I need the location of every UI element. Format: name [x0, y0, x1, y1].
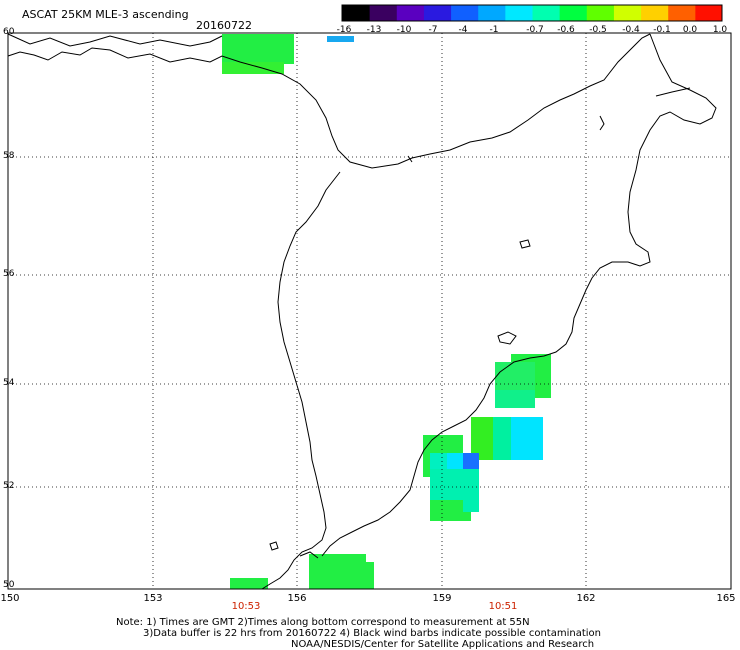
colorbar-swatch: [504, 5, 533, 21]
swath-cell: [447, 453, 463, 469]
colorbar-swatch: [532, 5, 560, 21]
colorbar-label: -0.6: [557, 25, 575, 35]
swath-cell: [327, 36, 354, 42]
note-line: Note: 1) Times are GMT 2)Times along bot…: [116, 617, 530, 628]
colorbar-swatch: [477, 5, 506, 21]
map-title: ASCAT 25KM MLE-3 ascending: [22, 8, 189, 21]
colorbar-frame: [341, 4, 723, 22]
lon-label: 162: [576, 593, 596, 604]
colorbar-swatch: [559, 5, 587, 21]
swath-cell: [495, 390, 535, 408]
swath-cell: [366, 562, 374, 589]
swath-cell: [222, 34, 294, 64]
colorbar-swatch: [667, 5, 696, 21]
colorbar-label: 0.0: [682, 25, 698, 35]
colorbar-label: -4: [458, 25, 468, 35]
colorbar-swatch: [396, 5, 424, 21]
map-frame: [7, 32, 732, 590]
lon-label: 165: [716, 593, 736, 604]
swath-cell: [463, 500, 479, 512]
swath-cell: [309, 554, 366, 589]
note-line: 3)Data buffer is 22 hrs from 20160722 4)…: [143, 628, 601, 639]
swath-cell: [511, 417, 543, 460]
colorbar-label: -13: [366, 25, 382, 35]
colorbar-swatch: [694, 5, 723, 21]
lat-label: 60: [3, 27, 15, 37]
colorbar-swatch: [342, 5, 370, 21]
colorbar-swatch: [613, 5, 642, 21]
lat-label: 52: [3, 481, 15, 491]
lat-label: 56: [3, 269, 15, 279]
credit-line: NOAA/NESDIS/Center for Satellite Applica…: [291, 639, 595, 650]
colorbar-label: -0.7: [526, 25, 544, 35]
data-swath: [222, 34, 551, 589]
colorbar-label: -1: [489, 25, 499, 35]
lon-label: 156: [287, 593, 307, 604]
colorbar: [341, 4, 723, 22]
swath-cell: [493, 417, 515, 460]
colorbar-label: -7: [428, 25, 438, 35]
colorbar-label: -0.1: [653, 25, 671, 35]
colorbar-label: -0.5: [589, 25, 607, 35]
colorbar-swatch: [640, 5, 669, 21]
lon-label: 159: [432, 593, 452, 604]
colorbar-swatch: [586, 5, 614, 21]
colorbar-label: -0.4: [622, 25, 640, 35]
swath-time: 10:51: [488, 601, 518, 612]
swath-cell: [430, 469, 479, 503]
coastline: [7, 33, 717, 590]
lat-label: 50: [3, 580, 15, 590]
colorbar-swatch: [423, 5, 452, 21]
colorbar-label: -16: [336, 25, 352, 35]
swath-cell: [230, 578, 268, 589]
colorbar-swatch: [450, 5, 479, 21]
swath-cell: [430, 500, 471, 521]
colorbar-label: -10: [396, 25, 412, 35]
swath-cell: [222, 62, 284, 74]
colorbar-swatch: [369, 5, 397, 21]
lat-label: 58: [3, 151, 15, 161]
map-date: 20160722: [196, 19, 252, 32]
map-grid: [8, 33, 731, 589]
lat-label: 54: [3, 378, 15, 388]
swath-cell: [463, 453, 479, 469]
colorbar-label: 1.0: [712, 25, 728, 35]
lon-label: 150: [0, 593, 20, 604]
lon-label: 153: [143, 593, 163, 604]
swath-time: 10:53: [231, 601, 261, 612]
